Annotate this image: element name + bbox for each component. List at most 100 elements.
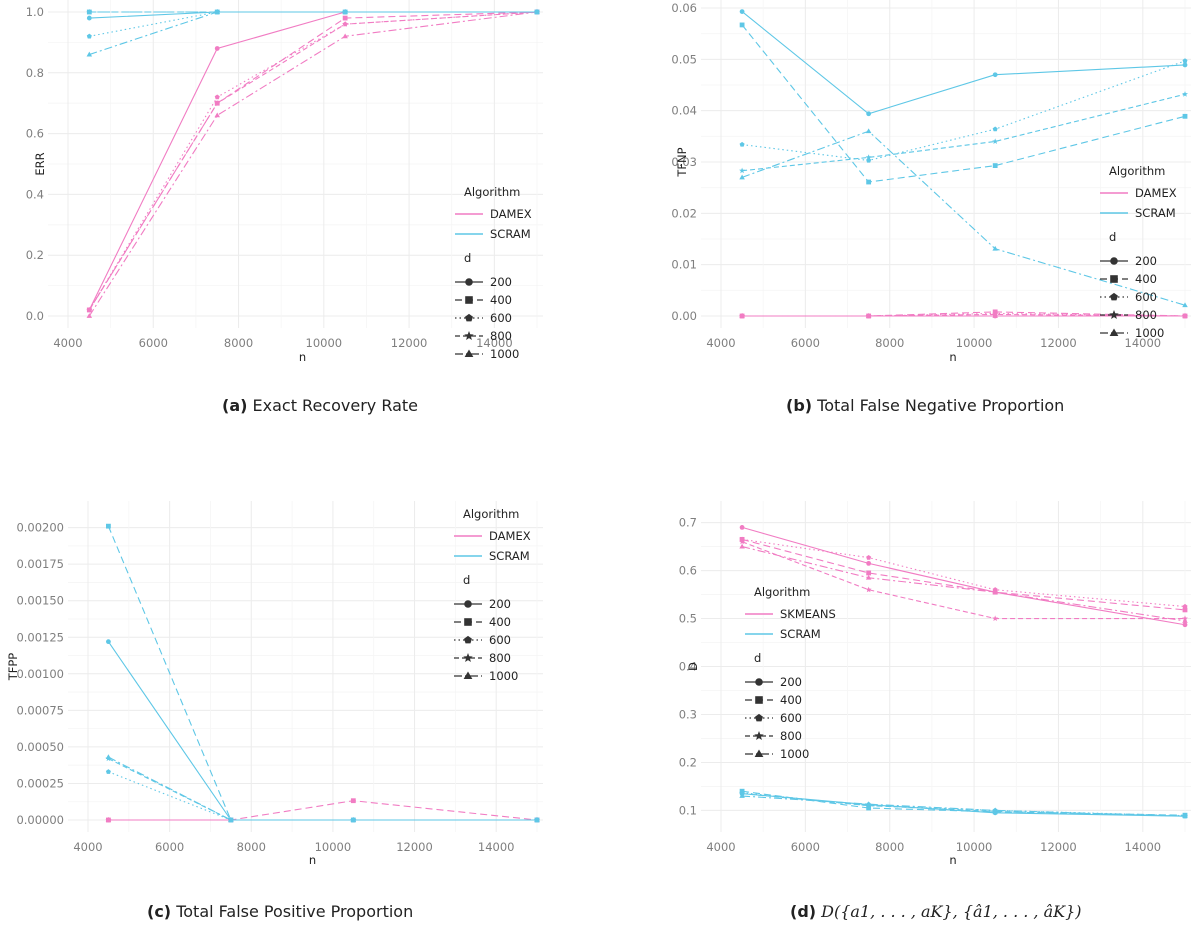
data-point <box>739 9 745 14</box>
chart-panel: 0.1 0.2 0.3 0.4 0.5 0.6 0.7 4000 6000 8000 10000 12… <box>679 501 1191 867</box>
legend-d-title: d <box>1109 230 1116 244</box>
y-tick-label: 0.2 <box>26 248 44 262</box>
legend-d-label: 800 <box>490 329 512 343</box>
x-tick-label: 4000 <box>706 840 735 854</box>
series-line <box>742 60 1186 162</box>
legend-d-label: 600 <box>490 311 512 325</box>
legend: Algorithm SKMEANS SCRAM d 200 400 600 800 1000 <box>745 585 836 761</box>
y-tick-label: 0.00100 <box>16 667 64 681</box>
y-tick-label: 0.00025 <box>16 776 64 790</box>
data-point <box>865 154 872 160</box>
legend: Algorithm DAMEX SCRAM d 200 400 600 800 1000 <box>1100 164 1177 340</box>
x-tick-label: 10000 <box>956 840 993 854</box>
series-lines <box>86 8 540 318</box>
data-point <box>342 9 348 14</box>
legend-d-label: 800 <box>780 729 802 743</box>
legend-d-marker <box>464 331 474 340</box>
data-point <box>1182 313 1188 318</box>
legend-d-label: 600 <box>1135 290 1157 304</box>
data-point <box>739 141 745 147</box>
legend-d-title: d <box>464 251 471 265</box>
caption-b: (b) Total False Negative Proportion <box>786 396 1065 415</box>
data-point <box>106 639 111 645</box>
y-tick-label: 1.0 <box>26 5 44 19</box>
data-point <box>1182 603 1188 609</box>
data-point <box>342 33 348 39</box>
x-tick-label: 6000 <box>155 840 184 854</box>
x-tick-label: 14000 <box>1125 336 1162 350</box>
gridlines <box>701 501 1191 832</box>
x-tick-label: 4000 <box>53 336 82 350</box>
x-tick-label: 12000 <box>391 336 428 350</box>
data-point <box>865 801 872 807</box>
series-line <box>742 793 1186 817</box>
y-tick-label: 0.06 <box>671 1 697 15</box>
data-point <box>739 538 746 545</box>
legend-label: SCRAM <box>780 627 821 641</box>
series-line <box>89 11 537 56</box>
x-tick-label: 14000 <box>478 840 515 854</box>
data-point <box>342 21 349 27</box>
y-tick-label: 0.0 <box>26 309 44 323</box>
legend-d-label: 400 <box>1135 272 1157 286</box>
y-tick-label: 0.4 <box>26 187 44 201</box>
series-line <box>742 313 1186 317</box>
data-point <box>739 22 745 28</box>
legend-d-marker <box>755 678 763 686</box>
y-axis-label: ERR <box>33 152 47 175</box>
data-point <box>865 574 872 580</box>
data-point <box>214 9 220 14</box>
y-tick-label: 0.3 <box>679 707 697 721</box>
x-tick-label: 4000 <box>706 336 735 350</box>
legend-d-label: 800 <box>489 651 511 665</box>
legend-d-marker <box>755 713 763 722</box>
y-tick-label: 0.5 <box>679 612 697 626</box>
legend-d-marker <box>1109 310 1119 319</box>
y-tick-label: 0.02 <box>671 206 697 220</box>
legend-label: SCRAM <box>490 227 531 241</box>
series-lines <box>739 524 1188 819</box>
series-line <box>88 11 537 311</box>
caption-c: (c) Total False Positive Proportion <box>147 902 414 921</box>
x-tick-label: 6000 <box>791 840 820 854</box>
series-line <box>741 11 1186 115</box>
x-axis-label: n <box>309 853 316 867</box>
legend-d-marker <box>464 618 472 626</box>
x-tick-label: 8000 <box>875 840 904 854</box>
data-point <box>1182 622 1188 628</box>
y-tick-label: 0.00175 <box>16 557 64 571</box>
data-point <box>739 167 746 174</box>
y-tick-label: 0.05 <box>671 52 697 66</box>
x-axis-label: n <box>299 350 306 364</box>
data-point <box>866 111 872 117</box>
data-point <box>739 313 745 318</box>
legend-d-marker <box>463 671 473 680</box>
x-tick-label: 12000 <box>1040 336 1077 350</box>
data-point <box>228 817 234 822</box>
data-point <box>105 769 111 774</box>
y-axis-label: TFNP <box>675 147 689 177</box>
series-line <box>742 792 1186 817</box>
legend-d-marker <box>754 749 764 758</box>
y-tick-label: 0.00200 <box>16 521 64 535</box>
legend-d-label: 1000 <box>780 747 809 761</box>
legend-d-title: d <box>754 651 761 665</box>
data-point <box>1182 607 1188 613</box>
x-tick-label: 8000 <box>237 840 266 854</box>
data-point <box>1182 113 1188 119</box>
data-point <box>1182 62 1188 68</box>
legend-title: Algorithm <box>754 585 810 599</box>
legend-title: Algorithm <box>464 185 520 199</box>
series-line <box>742 795 1186 817</box>
data-point <box>1182 618 1188 623</box>
chart-panel: 0.0 0.2 0.4 0.6 0.8 1.0 4000 6000 8000 10000 12000… <box>26 0 543 364</box>
legend-d-marker <box>1109 328 1119 337</box>
series-line <box>88 11 538 311</box>
caption-d: (d) D({a1, . . . , aK}, {â1, . . . , âK}… <box>790 902 1082 921</box>
data-point <box>739 174 745 180</box>
data-point <box>214 94 220 100</box>
data-point <box>739 793 745 798</box>
legend: Algorithm DAMEX SCRAM d 200 400 600 800 1000 <box>454 507 531 683</box>
data-point <box>992 138 999 144</box>
series-line <box>742 311 1186 317</box>
